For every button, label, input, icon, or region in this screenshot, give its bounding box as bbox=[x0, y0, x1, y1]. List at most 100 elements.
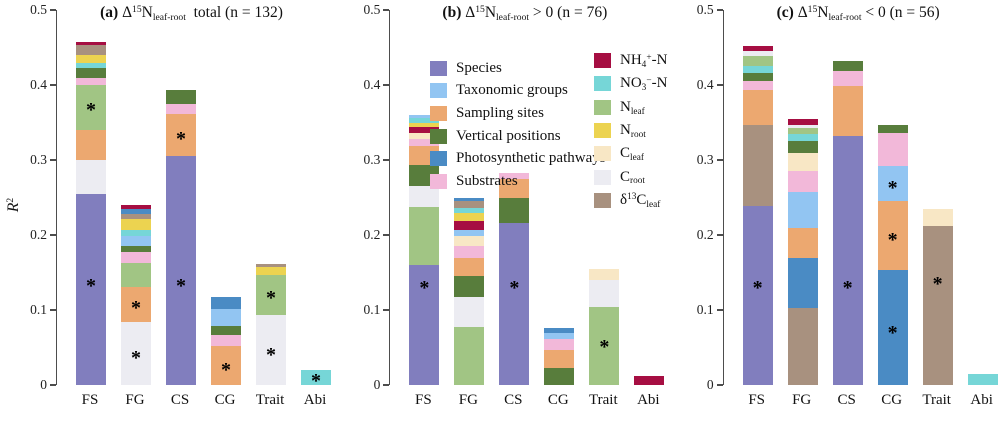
legend-item-sites: Sampling sites bbox=[430, 102, 606, 125]
text-fragment: C bbox=[620, 145, 631, 162]
bar-FS-segment-nleaf bbox=[409, 207, 440, 265]
bar-FS-segment-taxonomic bbox=[409, 115, 440, 118]
legend-label: Species bbox=[456, 60, 502, 77]
bar-FG-segment-taxonomic bbox=[454, 229, 485, 236]
text-fragment: Sampling sites bbox=[456, 104, 544, 121]
text-fragment: total (n = 132) bbox=[185, 4, 283, 21]
bar-FG-segment-nleaf bbox=[454, 326, 485, 385]
bar-FG-segment-croot bbox=[121, 322, 151, 385]
x-axis-label-FS: FS bbox=[748, 392, 765, 408]
superscript-text: + bbox=[646, 52, 652, 63]
bar-FS-segment-sites bbox=[742, 90, 773, 125]
bar-FG-segment-d13c bbox=[121, 214, 151, 220]
text-fragment: -N bbox=[651, 52, 668, 69]
x-axis-label-CS: CS bbox=[837, 392, 856, 408]
bar-FG-segment-nh4 bbox=[121, 205, 151, 209]
subscript-text: 3 bbox=[641, 83, 647, 94]
bar-Trait-segment-d13c bbox=[256, 264, 286, 268]
significance-asterisk: * bbox=[887, 228, 898, 251]
legend-swatch-d13c bbox=[594, 192, 611, 208]
bar-FS-segment-sites bbox=[76, 130, 106, 160]
panel-b: (b) Δ15Nleaf-root > 0 (n = 76) 0 0.1 0.2 0.3… bbox=[333, 0, 666, 428]
legend-label: NH4+-N bbox=[620, 52, 668, 70]
bar-FS-segment-vertical bbox=[742, 73, 773, 82]
significance-asterisk: * bbox=[932, 273, 943, 295]
bar-FS-segment-nroot bbox=[76, 55, 106, 63]
legend-item-species: Species bbox=[430, 57, 606, 80]
bar-FG-segment-sites bbox=[121, 286, 151, 322]
bar-Abi-segment-no3 bbox=[967, 373, 998, 385]
y-axis-tick-label: 0.3 bbox=[363, 152, 381, 167]
bar-Abi-segment-no3 bbox=[301, 370, 331, 385]
bar-FG-segment-sites bbox=[454, 258, 485, 277]
text-fragment: N bbox=[620, 98, 631, 115]
legend-label: Nleaf bbox=[620, 98, 645, 117]
significance-asterisk: * bbox=[266, 343, 276, 366]
y-axis-tick-label: 0.4 bbox=[30, 77, 47, 92]
text-fragment: Δ bbox=[793, 4, 808, 21]
bar-FG-segment-vertical bbox=[787, 141, 818, 154]
bar-FG-segment-no3 bbox=[787, 133, 818, 142]
bar-FG-segment-cleaf bbox=[787, 153, 818, 172]
bar-CS-segment-vertical bbox=[166, 90, 196, 104]
bar-CS-segment-substrates bbox=[499, 172, 530, 179]
legend-swatch-taxonomic bbox=[430, 83, 447, 99]
significance-asterisk: * bbox=[311, 369, 321, 392]
bar-FS-segment-no3 bbox=[76, 62, 106, 68]
panel-title-b: (b) Δ15Nleaf-root > 0 (n = 76) bbox=[383, 4, 666, 23]
significance-asterisk: * bbox=[509, 276, 520, 299]
text-fragment: > 0 (n = 76) bbox=[529, 4, 608, 21]
legend-item-cleaf: Cleaf bbox=[594, 142, 667, 165]
bar-CS-segment-vertical bbox=[832, 61, 863, 71]
significance-asterisk: * bbox=[599, 336, 610, 358]
text-fragment: C bbox=[636, 191, 647, 208]
bar-FG-segment-taxonomic bbox=[121, 235, 151, 247]
text-fragment: < 0 (n = 56) bbox=[861, 4, 940, 21]
significance-asterisk: * bbox=[887, 177, 898, 199]
x-axis-label-CS: CS bbox=[170, 392, 190, 408]
legend-label: δ13Cleaf bbox=[620, 191, 660, 210]
bar-FG-segment-d13c bbox=[454, 201, 485, 208]
panel-title-a: (a) Δ15Nleaf-root total (n = 132) bbox=[50, 4, 333, 23]
x-axis-label-CG: CG bbox=[547, 392, 569, 408]
legend-swatch-substrates bbox=[430, 173, 447, 189]
y-axis-tick bbox=[716, 309, 723, 311]
y-axis-tick bbox=[50, 9, 56, 11]
y-axis-tick bbox=[383, 84, 390, 86]
bar-CS-segment-species bbox=[499, 223, 530, 385]
y-axis-tick-label: 0.2 bbox=[30, 227, 47, 242]
bar-FS-segment-substrates bbox=[742, 81, 773, 91]
bar-CS-segment-species bbox=[832, 136, 863, 385]
x-axis-label-FS: FS bbox=[81, 392, 99, 408]
bar-CG-segment-substrates bbox=[544, 339, 575, 350]
legend-swatch-photo bbox=[430, 151, 447, 167]
legend-swatch-no3 bbox=[594, 76, 611, 92]
legend-factors: Species Taxonomic groups Sampling sites Ver… bbox=[430, 57, 606, 193]
x-axis-label-Abi: Abi bbox=[970, 392, 993, 408]
bar-FS-segment-cleaf bbox=[409, 133, 440, 139]
significance-asterisk: * bbox=[131, 297, 141, 319]
legend-item-taxonomic: Taxonomic groups bbox=[430, 80, 606, 103]
subscript-text: 4 bbox=[641, 59, 647, 70]
bar-FG-segment-taxonomic bbox=[787, 191, 818, 229]
legend-label: Cleaf bbox=[620, 145, 644, 163]
subscript-text: root bbox=[630, 129, 646, 140]
bar-Trait-segment-nleaf bbox=[256, 274, 286, 316]
x-axis-label-CG: CG bbox=[214, 392, 236, 408]
y-axis-tick bbox=[716, 84, 723, 86]
legend-label: Substrates bbox=[456, 173, 518, 190]
legend-item-nleaf: Nleaf bbox=[594, 96, 667, 119]
bar-CG-segment-sites bbox=[877, 201, 908, 271]
text-fragment: δ bbox=[620, 191, 628, 208]
legend-label: Photosynthetic pathways bbox=[456, 150, 606, 167]
legend-swatch-cleaf bbox=[594, 146, 611, 162]
text-fragment: Taxonomic groups bbox=[456, 82, 568, 99]
bar-CG-segment-photo bbox=[211, 297, 241, 310]
significance-asterisk: * bbox=[887, 321, 898, 344]
text-fragment: NH bbox=[620, 52, 642, 69]
y-axis-tick-label: 0.2 bbox=[696, 227, 714, 242]
y-axis-tick bbox=[383, 9, 390, 11]
bar-Trait-segment-d13c bbox=[922, 226, 953, 385]
bar-CS-segment-sites bbox=[499, 178, 530, 199]
